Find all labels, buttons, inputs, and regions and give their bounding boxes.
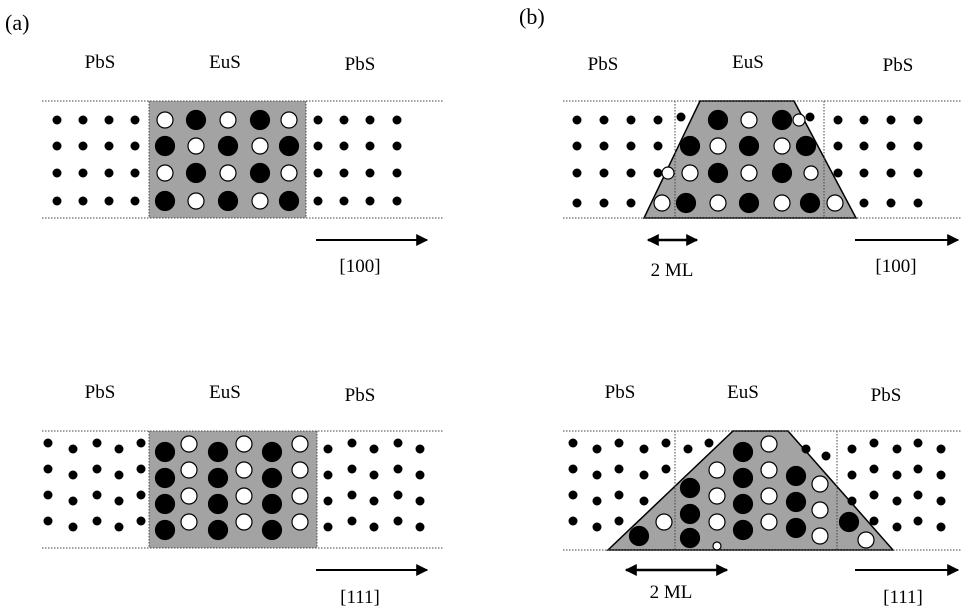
panel-b: (b) PbS EuS PbS — [519, 4, 961, 608]
layer-label-pbs-left: PbS — [588, 54, 619, 75]
eus-atoms — [154, 109, 300, 212]
layer-label-pbs-right: PbS — [345, 385, 376, 406]
panel-b-100-diagram: PbS EuS PbS — [563, 52, 961, 281]
direction-label: [111] — [340, 587, 380, 608]
pbs-atoms-left — [572, 112, 686, 208]
layer-label-pbs-left: PbS — [85, 382, 116, 403]
layer-label-pbs-right: PbS — [883, 55, 914, 76]
layer-label-pbs-right: PbS — [345, 54, 376, 75]
pbs-atoms-left — [52, 115, 140, 206]
direction-label: [100] — [339, 256, 380, 277]
direction-label: [100] — [875, 256, 916, 277]
eus-atoms — [628, 435, 875, 551]
layer-label-pbs-left: PbS — [605, 382, 636, 403]
pbs-atoms-right — [805, 112, 923, 208]
panel-a-100-diagram: PbS EuS PbS — [42, 52, 444, 277]
eus-layer — [149, 431, 317, 548]
layer-label-pbs-left: PbS — [85, 52, 116, 73]
direction-label: [111] — [883, 587, 923, 608]
eus-atoms — [154, 435, 309, 541]
width-label: 2 ML — [651, 260, 694, 281]
pbs-atoms-right — [313, 115, 402, 206]
panel-a-label: (a) — [5, 10, 29, 35]
layer-label-eus: EuS — [727, 382, 759, 403]
layer-label-pbs-right: PbS — [871, 385, 902, 406]
pbs-atoms-right — [801, 438, 946, 532]
panel-b-111-diagram: PbS EuS PbS — [563, 382, 961, 608]
panel-a: (a) PbS EuS PbS — [5, 10, 444, 608]
pbs-atoms-left — [43, 438, 146, 532]
panel-a-111-diagram: PbS EuS PbS — [42, 382, 444, 608]
panel-b-label: (b) — [519, 4, 545, 29]
pbs-atoms-right — [323, 438, 425, 532]
eus-graded-layer — [642, 100, 858, 219]
layer-label-eus: EuS — [209, 382, 241, 403]
layer-label-eus: EuS — [732, 52, 764, 73]
layer-label-eus: EuS — [209, 52, 241, 73]
pbs-atoms-left — [568, 438, 714, 532]
width-label: 2 ML — [650, 582, 693, 603]
eus-atoms — [653, 109, 844, 214]
